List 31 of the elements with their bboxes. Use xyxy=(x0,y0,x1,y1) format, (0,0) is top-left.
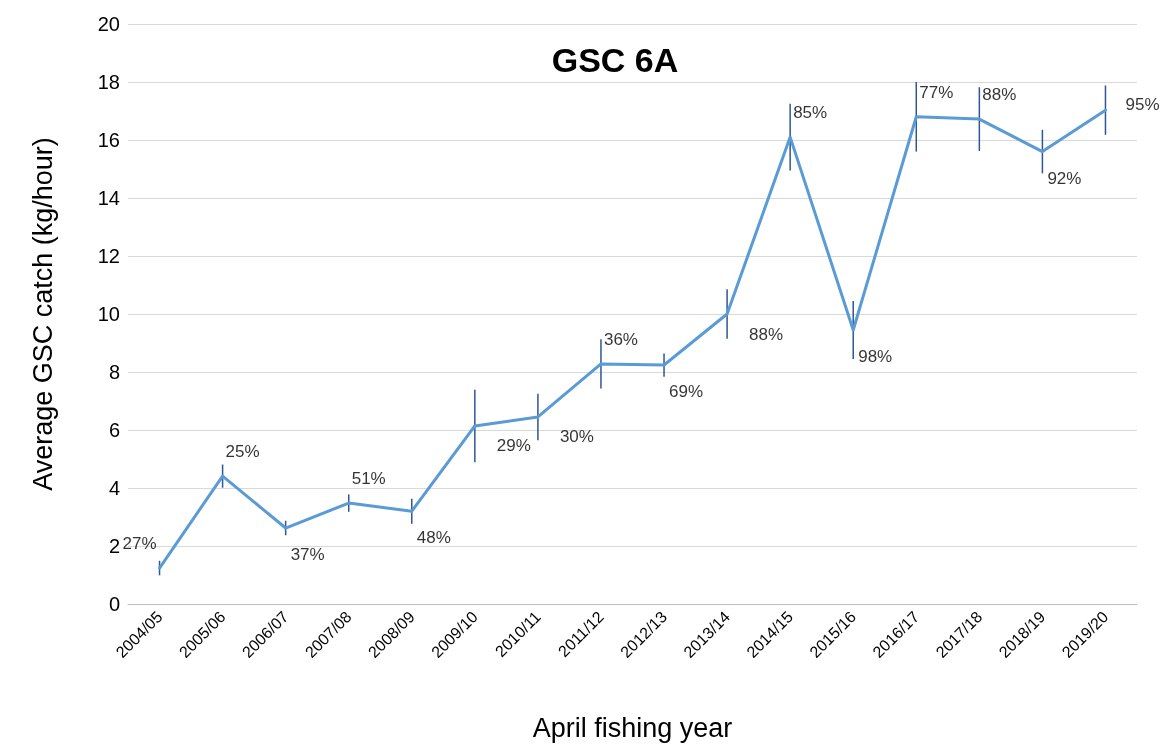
annotation: 69% xyxy=(669,382,704,402)
annotation: 27% xyxy=(122,534,157,554)
annotation: 88% xyxy=(982,85,1017,105)
annotation: 48% xyxy=(416,528,451,548)
x-axis-title: April fishing year xyxy=(532,712,733,743)
text: GSC 6A xyxy=(551,41,679,79)
y-tick-label: 8 xyxy=(108,361,120,383)
y-tick-label: 14 xyxy=(97,187,120,209)
annotation: 29% xyxy=(496,436,531,456)
y-tick-label: 12 xyxy=(97,245,120,267)
annotation: 77% xyxy=(919,82,954,102)
y-axis-title: Average GSC catch (kg/hour) xyxy=(27,137,58,491)
y-tick-label: 6 xyxy=(108,419,120,441)
annotation: 51% xyxy=(351,469,386,489)
y-tick-label: 10 xyxy=(97,303,120,325)
annotation: 37% xyxy=(290,545,325,565)
annotation: 92% xyxy=(1047,168,1082,188)
y-tick-label: 4 xyxy=(108,477,120,499)
annotation: 95% xyxy=(1125,94,1160,114)
annotation: 88% xyxy=(749,324,784,344)
annotation: 25% xyxy=(225,442,260,462)
line-series xyxy=(158,108,1107,570)
y-tick-label: 18 xyxy=(97,71,120,93)
annotation: 30% xyxy=(559,427,594,447)
y-tick-label: 16 xyxy=(97,129,120,151)
annotation: 85% xyxy=(793,103,828,123)
y-tick-label: 20 xyxy=(97,13,120,35)
y-tick-label: 2 xyxy=(108,535,120,557)
annotation: 98% xyxy=(858,346,893,366)
annotation: 36% xyxy=(603,329,638,349)
y-tick-label: 0 xyxy=(108,593,120,615)
